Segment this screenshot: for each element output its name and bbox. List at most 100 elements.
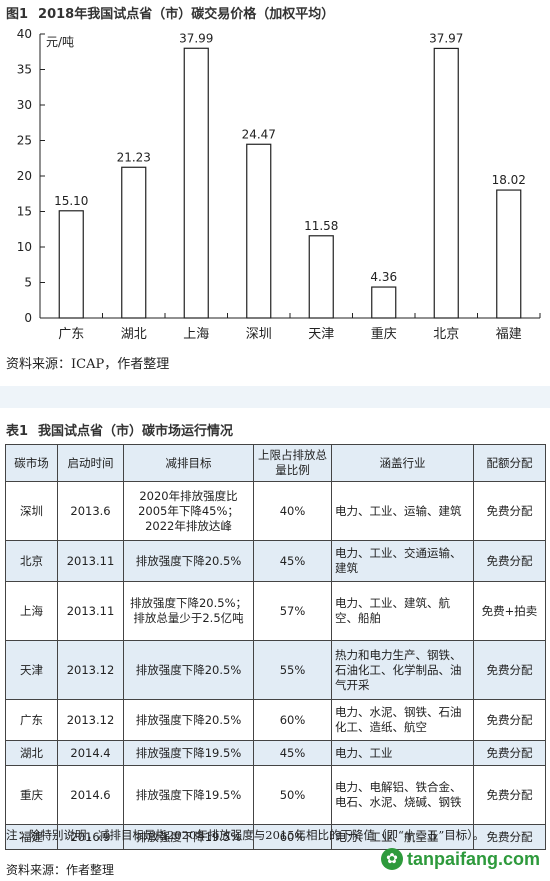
- table-row: 上海 2013.11 排放强度下降20.5%；排放总量少于2.5亿吨 57% 电力、工业…: [5, 581, 546, 641]
- table-row: 北京 2013.11 排放强度下降20.5% 45% 电力、工业、交通运输、建筑 免费分配: [5, 540, 546, 582]
- cell-target: 2020年排放强度比2005年下降45%；2022年排放达峰: [123, 481, 254, 541]
- bar-value-label: 11.58: [304, 219, 338, 233]
- cell-cap-ratio: 40%: [253, 481, 332, 541]
- table-row: 天津 2013.12 排放强度下降20.5% 55% 热力和电力生产、钢铁、石油化工、化…: [5, 640, 546, 700]
- cell-start-date: 2013.11: [57, 581, 124, 641]
- y-tick-label: 20: [17, 169, 32, 183]
- bar-value-label: 21.23: [117, 150, 151, 164]
- cell-allocation: 免费分配: [473, 481, 546, 541]
- x-category-label: 天津: [308, 327, 334, 342]
- cell-industries: 电力、电解铝、铁合金、电石、水泥、烧碱、钢铁: [331, 765, 474, 825]
- cell-start-date: 2013.12: [57, 699, 124, 741]
- bar: [183, 47, 209, 319]
- cell-target: 排放强度下降19.5%: [123, 824, 254, 850]
- table-header-row: 碳市场 启动时间 减排目标 上限占排放总量比例 涵盖行业 配额分配: [5, 444, 546, 482]
- table-note: 注：除特别说明，减排目标是指2020年排放强度与2015年相比的下降值（即“十三…: [6, 828, 485, 842]
- cell-allocation: 免费分配: [473, 640, 546, 700]
- y-tick-label: 5: [24, 276, 32, 290]
- cell-industries: 电力、工业、运输、建筑: [331, 481, 474, 541]
- bar: [496, 189, 522, 319]
- cell-target: 排放强度下降20.5%: [123, 540, 254, 582]
- bar-value-label: 37.97: [429, 31, 463, 45]
- watermark-text: tanpaifang.com: [406, 848, 540, 869]
- header-industries: 涵盖行业: [331, 444, 474, 482]
- y-tick-label: 30: [17, 98, 32, 112]
- y-tick-label: 0: [24, 311, 32, 325]
- x-category-label: 重庆: [371, 326, 397, 342]
- cell-industries: 电力、工业、航空业: [331, 824, 474, 850]
- cell-target: 排放强度下降19.5%: [123, 740, 254, 766]
- bar: [308, 235, 334, 319]
- x-category-label: 湖北: [121, 327, 147, 342]
- cell-industries: 电力、工业: [331, 740, 474, 766]
- bar: [246, 143, 272, 319]
- bar-value-label: 15.10: [54, 194, 88, 208]
- cell-market: 上海: [5, 581, 58, 641]
- header-target: 减排目标: [123, 444, 254, 482]
- section-divider: [0, 386, 550, 408]
- x-category-label: 北京: [433, 327, 459, 342]
- header-cap-ratio: 上限占排放总量比例: [253, 444, 332, 482]
- x-category-label: 上海: [183, 327, 209, 342]
- bar: [58, 210, 84, 319]
- watermark: ✿ tanpaifang.com: [380, 848, 540, 870]
- bar: [433, 47, 459, 319]
- cell-allocation: 免费分配: [473, 765, 546, 825]
- cell-allocation: 免费分配: [473, 699, 546, 741]
- cell-industries: 电力、工业、交通运输、建筑: [331, 540, 474, 582]
- bar-value-label: 24.47: [242, 127, 276, 141]
- bar-chart: 0 5 10 15 20 25 30 35 40 元/吨 15.10 广东 21.23 湖北 37.99 上海…: [0, 20, 550, 350]
- cell-target: 排放强度下降20.5%: [123, 699, 254, 741]
- table-source: 资料来源：作者整理: [6, 863, 115, 877]
- cell-allocation: 免费分配: [473, 540, 546, 582]
- table-label: 表1: [6, 424, 29, 439]
- cell-start-date: 2014.6: [57, 765, 124, 825]
- y-tick-label: 25: [17, 134, 32, 148]
- cell-start-date: 2013.11: [57, 540, 124, 582]
- figure-title-text: 2018年我国试点省（市）碳交易价格（加权平均）: [38, 7, 335, 22]
- cell-target: 排放强度下降20.5%；排放总量少于2.5亿吨: [123, 581, 254, 641]
- y-tick-label: 35: [17, 63, 32, 77]
- cell-cap-ratio: 60%: [253, 699, 332, 741]
- bar-value-label: 18.02: [492, 173, 526, 187]
- carbon-market-table: 碳市场 启动时间 减排目标 上限占排放总量比例 涵盖行业 配额分配 深圳 2013…: [5, 444, 546, 850]
- table-row: 福建 2016.9 排放强度下降19.5% 60% 电力、工业、航空业 免费分配: [5, 824, 546, 850]
- bar-value-label: 4.36: [370, 270, 397, 284]
- cell-market: 北京: [5, 540, 58, 582]
- cell-start-date: 2013.6: [57, 481, 124, 541]
- figure-label: 图1: [6, 7, 29, 22]
- cell-allocation: 免费+拍卖: [473, 581, 546, 641]
- bar-value-label: 37.99: [179, 31, 213, 45]
- cell-cap-ratio: 60%: [253, 824, 332, 850]
- figure-source: 资料来源：ICAP，作者整理: [6, 357, 170, 372]
- cell-cap-ratio: 57%: [253, 581, 332, 641]
- cell-cap-ratio: 45%: [253, 740, 332, 766]
- cell-target: 排放强度下降19.5%: [123, 765, 254, 825]
- cell-market: 广东: [5, 699, 58, 741]
- cell-allocation: 免费分配: [473, 740, 546, 766]
- cell-target: 排放强度下降20.5%: [123, 640, 254, 700]
- cell-market: 重庆: [5, 765, 58, 825]
- cell-market: 福建: [5, 824, 58, 850]
- cell-cap-ratio: 55%: [253, 640, 332, 700]
- cell-market: 深圳: [5, 481, 58, 541]
- figure-title: 图1 2018年我国试点省（市）碳交易价格（加权平均）: [6, 3, 334, 22]
- table-row: 深圳 2013.6 2020年排放强度比2005年下降45%；2022年排放达峰 40…: [5, 481, 546, 541]
- header-allocation: 配额分配: [473, 444, 546, 482]
- bar: [121, 166, 147, 319]
- header-start-date: 启动时间: [57, 444, 124, 482]
- table-body: 深圳 2013.6 2020年排放强度比2005年下降45%；2022年排放达峰 40…: [5, 481, 546, 850]
- tanpaifang-leaf-icon: ✿: [380, 848, 403, 870]
- cell-industries: 电力、工业、建筑、航空、船舶: [331, 581, 474, 641]
- table-title-text: 我国试点省（市）碳市场运行情况: [38, 424, 234, 439]
- y-unit-label: 元/吨: [46, 35, 74, 49]
- cell-allocation: 免费分配: [473, 824, 546, 850]
- cell-start-date: 2014.4: [57, 740, 124, 766]
- cell-cap-ratio: 45%: [253, 540, 332, 582]
- bar: [371, 286, 397, 319]
- cell-industries: 电力、水泥、钢铁、石油化工、造纸、航空: [331, 699, 474, 741]
- bar-chart-svg: 0 5 10 15 20 25 30 35 40 元/吨 15.10 广东 21.23 湖北 37.99 上海…: [17, 27, 541, 342]
- cell-start-date: 2016.9: [57, 824, 124, 850]
- cell-market: 湖北: [5, 740, 58, 766]
- y-tick-label: 40: [17, 27, 32, 41]
